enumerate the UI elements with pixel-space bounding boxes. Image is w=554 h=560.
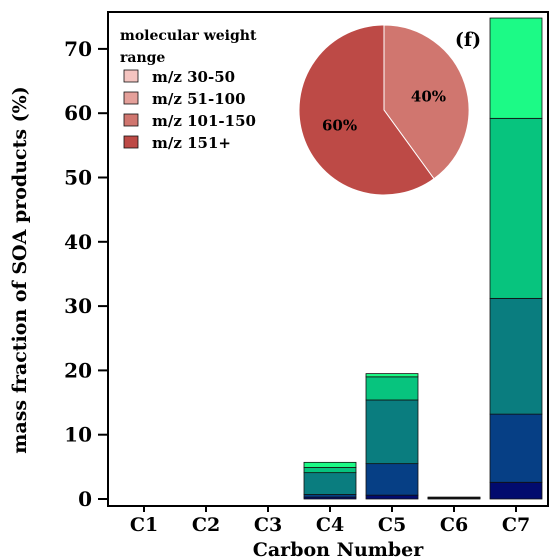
- legend-entry-label: m/z 30-50: [152, 68, 235, 86]
- y-axis-label: mass fraction of SOA products (%): [9, 86, 31, 453]
- bar-segment-c5-4: [365, 376, 419, 401]
- y-tick-label: 0: [78, 487, 92, 511]
- legend-entry-label: m/z 51-100: [152, 90, 246, 108]
- bar-segment-c4-4: [303, 467, 357, 474]
- x-tick-label: C5: [378, 514, 406, 536]
- x-tick-label: C6: [440, 514, 468, 536]
- x-axis-label: Carbon Number: [253, 539, 424, 560]
- x-tick-label: C4: [316, 514, 344, 536]
- x-tick-label: C7: [502, 514, 530, 536]
- bar-segment-c4-5: [303, 461, 357, 468]
- pie-slice-1: [383, 24, 470, 180]
- legend-swatch: [123, 113, 139, 127]
- bar-segment-c5-3: [365, 399, 419, 465]
- bar-segment-c7-4: [489, 117, 543, 299]
- bar-segment-c7-3: [489, 297, 543, 415]
- bar-segment-c5-5: [365, 373, 419, 378]
- pie-slice-label: 60%: [322, 116, 357, 134]
- bar-segment-c7-5: [489, 17, 543, 119]
- y-tick-label: 10: [64, 423, 92, 447]
- bar-segment-c5-1: [365, 494, 419, 500]
- y-tick-label: 40: [64, 230, 92, 254]
- pie-slice-2: [298, 24, 435, 196]
- pie-chart: 40% 60%: [298, 24, 470, 196]
- bar-segment-c7-1: [489, 481, 543, 500]
- pie-slice-label: 40%: [411, 88, 446, 106]
- x-tick-label: C2: [192, 514, 220, 536]
- panel-label: (f): [455, 29, 481, 51]
- y-tick-label: 30: [64, 294, 92, 318]
- y-tick-label: 70: [64, 37, 92, 61]
- x-axis: C1 C2 C3 C4 C5 C6 C7: [130, 506, 530, 536]
- legend-swatch: [123, 91, 139, 105]
- y-tick-label: 50: [64, 166, 92, 190]
- y-axis: 0 10 20 30 40 50 60 70: [64, 37, 108, 511]
- legend-title-line-1: molecular weight: [120, 28, 257, 44]
- legend: molecular weight range m/z 30-50 m/z 51-1…: [120, 28, 257, 152]
- legend-swatch: [123, 135, 139, 149]
- x-tick-label: C3: [254, 514, 282, 536]
- bar-segment-c5-2: [365, 463, 419, 496]
- bar-segment-c6-5: [427, 496, 481, 499]
- legend-swatch: [123, 69, 139, 83]
- y-tick-label: 60: [64, 101, 92, 125]
- legend-entry-label: m/z 101-150: [152, 112, 256, 130]
- bar-segment-c7-2: [489, 413, 543, 483]
- y-tick-label: 20: [64, 358, 92, 382]
- bars: [303, 17, 543, 500]
- bar-segment-c4-3: [303, 472, 357, 495]
- plot-frame: [107, 11, 549, 507]
- legend-title-line-2: range: [120, 50, 165, 66]
- x-tick-label: C1: [130, 514, 158, 536]
- legend-entry-label: m/z 151+: [152, 134, 231, 152]
